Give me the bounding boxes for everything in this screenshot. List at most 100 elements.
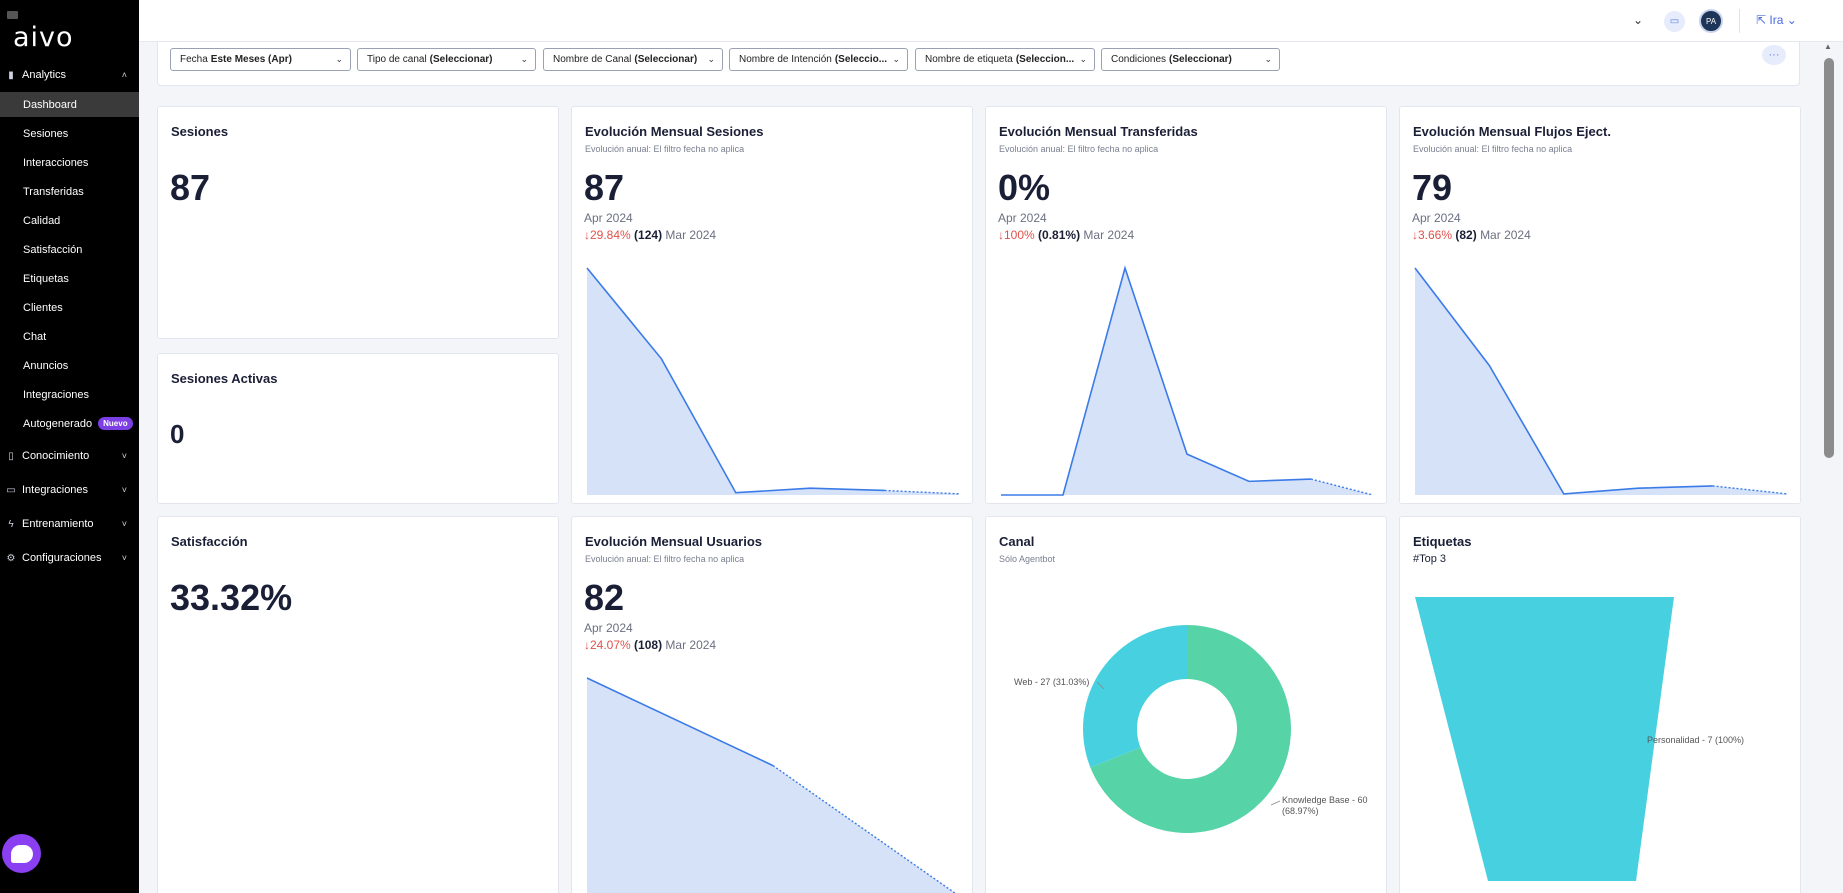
sidebar-item-interacciones[interactable]: Interacciones bbox=[0, 150, 139, 175]
down-arrow-icon: ↓ bbox=[584, 638, 590, 652]
chat-launcher-icon[interactable] bbox=[2, 834, 41, 873]
sidebar-item-autogenerado[interactable]: Autogenerado Nuevo bbox=[0, 411, 139, 436]
sidebar-section-label: Analytics bbox=[22, 69, 67, 81]
sidebar-item-integraciones[interactable]: Integraciones bbox=[0, 382, 139, 407]
kpi-value: 79 bbox=[1412, 167, 1453, 208]
lightning-icon: ϟ bbox=[8, 518, 14, 530]
slice-label-knowledge-base-percent: (68.97%) bbox=[1282, 806, 1319, 816]
messages-icon[interactable]: ▭ bbox=[1664, 11, 1685, 32]
series-line bbox=[586, 677, 774, 767]
sidebar-item-dashboard[interactable]: Dashboard bbox=[0, 92, 139, 117]
funnel-label: Personalidad - 7 (100%) bbox=[1647, 735, 1744, 745]
series-line bbox=[1001, 265, 1312, 496]
filter-label: Fecha bbox=[180, 54, 208, 65]
sidebar-item-satisfacción[interactable]: Satisfacción bbox=[0, 237, 139, 262]
sidebar-item-clientes[interactable]: Clientes bbox=[0, 295, 139, 320]
sidebar-item-label: Clientes bbox=[23, 301, 63, 314]
sidebar-section-configuraciones[interactable]: ⚙ Configuraciones ˅ bbox=[0, 545, 139, 571]
filter-tipo-canal[interactable]: Tipo de canal (Seleccionar) ⌄ bbox=[357, 48, 536, 71]
chevron-down-icon: ⌄ bbox=[892, 54, 900, 64]
filter-bar: Fecha Este Meses (Apr) ⌄ Tipo de canal (Sel… bbox=[157, 42, 1800, 86]
aivo-logo[interactable]: aivo bbox=[13, 22, 74, 53]
chevron-down-icon: ⌄ bbox=[1264, 54, 1272, 64]
chevron-down-icon[interactable]: ⌄ bbox=[1633, 13, 1644, 27]
more-options-icon[interactable]: ··· bbox=[1762, 45, 1786, 65]
card-title: Evolución Mensual Sesiones bbox=[585, 124, 764, 139]
sidebar-section-integraciones[interactable]: ▭ Integraciones ˅ bbox=[0, 477, 139, 503]
series-line-projected bbox=[884, 489, 960, 495]
sidebar-item-transferidas[interactable]: Transferidas bbox=[0, 179, 139, 204]
previous-period: Mar 2024 bbox=[665, 228, 717, 242]
filter-nombre-intencion[interactable]: Nombre de Intención (Seleccio... ⌄ bbox=[729, 48, 908, 71]
card-subtitle: Evolución anual: El filtro fecha no apli… bbox=[1413, 144, 1573, 154]
previous-value: (108) bbox=[634, 638, 663, 652]
sidebar-item-etiquetas[interactable]: Etiquetas bbox=[0, 266, 139, 291]
chevron-down-icon: ⌄ bbox=[520, 54, 528, 64]
kpi-value: 0% bbox=[998, 167, 1051, 208]
sidebar-section-conocimiento[interactable]: ▯ Conocimiento ˅ bbox=[0, 443, 139, 469]
ira-link[interactable]: ⇱ Ira ⌄ bbox=[1756, 13, 1797, 27]
filter-value: Este Meses (Apr) bbox=[210, 54, 292, 65]
sidebar-item-label: Transferidas bbox=[23, 185, 84, 198]
kpi-period: Apr 2024 bbox=[584, 621, 633, 635]
sidebar-item-label: Etiquetas bbox=[23, 272, 69, 285]
sidebar-item-calidad[interactable]: Calidad bbox=[0, 208, 139, 233]
card-etiquetas: Etiquetas #Top 3 Personalidad - 7 (100%) bbox=[1399, 516, 1801, 893]
card-title: Evolución Mensual Flujos Eject. bbox=[1413, 124, 1611, 139]
kpi-delta: ↓3.66% (82) Mar 2024 bbox=[1412, 228, 1531, 242]
delta-percent: 100% bbox=[1004, 228, 1035, 242]
sidebar-section-label: Entrenamiento bbox=[22, 518, 94, 530]
card-satisfaccion: Satisfacción 33.32% bbox=[157, 516, 559, 893]
card-title: Sesiones Activas bbox=[171, 371, 278, 386]
previous-value: (0.81%) bbox=[1038, 228, 1081, 242]
previous-period: Mar 2024 bbox=[1480, 228, 1531, 242]
kpi-period: Apr 2024 bbox=[584, 211, 633, 225]
kpi-period: Apr 2024 bbox=[1412, 211, 1461, 225]
down-arrow-icon: ↓ bbox=[998, 228, 1004, 242]
scrollbar-thumb[interactable] bbox=[1824, 58, 1834, 458]
vertical-scrollbar[interactable]: ▲ bbox=[1823, 42, 1835, 893]
area-chart-flujos bbox=[1414, 267, 1788, 495]
chevron-down-icon: ˅ bbox=[121, 553, 127, 563]
filter-fecha[interactable]: Fecha Este Meses (Apr) ⌄ bbox=[170, 48, 351, 71]
sidebar-section-analytics[interactable]: ▮ Analytics ˄ bbox=[0, 62, 139, 88]
pie-slice bbox=[1083, 625, 1187, 768]
chevron-down-icon: ˅ bbox=[121, 519, 127, 529]
sidebar-item-anuncios[interactable]: Anuncios bbox=[0, 353, 139, 378]
card-evolucion-flujos: Evolución Mensual Flujos Eject. Evolució… bbox=[1399, 106, 1801, 504]
delta-percent: 3.66% bbox=[1418, 228, 1453, 242]
chevron-down-icon: ⌄ bbox=[707, 54, 715, 64]
filter-label: Condiciones bbox=[1111, 54, 1167, 65]
scroll-up-icon[interactable]: ▲ bbox=[1824, 42, 1832, 51]
filter-label: Nombre de Canal bbox=[553, 54, 632, 65]
card-sesiones: Sesiones 87 bbox=[157, 106, 559, 339]
ira-label: Ira bbox=[1769, 13, 1784, 27]
filter-nombre-etiqueta[interactable]: Nombre de etiqueta (Seleccion... ⌄ bbox=[915, 48, 1095, 71]
donut-chart-canal: Web - 27 (31.03%) Knowledge Base - 60(68.… bbox=[1014, 625, 1368, 833]
filter-nombre-canal[interactable]: Nombre de Canal (Seleccionar) ⌄ bbox=[543, 48, 723, 71]
sidebar-section-entrenamiento[interactable]: ϟ Entrenamiento ˅ bbox=[0, 511, 139, 537]
filter-value: (Seleccionar) bbox=[634, 54, 698, 65]
area-chart-usuarios bbox=[586, 677, 957, 893]
area-fill bbox=[1001, 268, 1373, 495]
delta-percent: 29.84% bbox=[590, 228, 631, 242]
slice-label-web: Web - 27 (31.03%) bbox=[1014, 677, 1089, 687]
card-title: Etiquetas bbox=[1413, 534, 1472, 549]
sidebar-item-chat[interactable]: Chat bbox=[0, 324, 139, 349]
card-canal: Canal Sólo Agentbot Web - 27 (31.03%) Kno… bbox=[985, 516, 1387, 893]
kpi-delta: ↓29.84% (124) Mar 2024 bbox=[584, 228, 716, 242]
down-arrow-icon: ↓ bbox=[1412, 228, 1418, 242]
kpi-value: 82 bbox=[584, 577, 625, 618]
card-subtitle: Evolución anual: El filtro fecha no apli… bbox=[999, 144, 1159, 154]
card-title: Evolución Mensual Usuarios bbox=[585, 534, 762, 549]
sidebar-item-sesiones[interactable]: Sesiones bbox=[0, 121, 139, 146]
avatar[interactable]: PA bbox=[1699, 9, 1723, 33]
sidebar-section-label: Conocimiento bbox=[22, 450, 90, 462]
sidebar-item-label: Satisfacción bbox=[23, 243, 83, 256]
gear-icon: ⚙ bbox=[6, 552, 16, 564]
series-line-projected bbox=[772, 765, 957, 893]
menu-icon[interactable] bbox=[7, 11, 18, 19]
filter-condiciones[interactable]: Condiciones (Seleccionar) ⌄ bbox=[1101, 48, 1280, 71]
delta-percent: 24.07% bbox=[590, 638, 631, 652]
sidebar-item-label: Calidad bbox=[23, 214, 61, 227]
